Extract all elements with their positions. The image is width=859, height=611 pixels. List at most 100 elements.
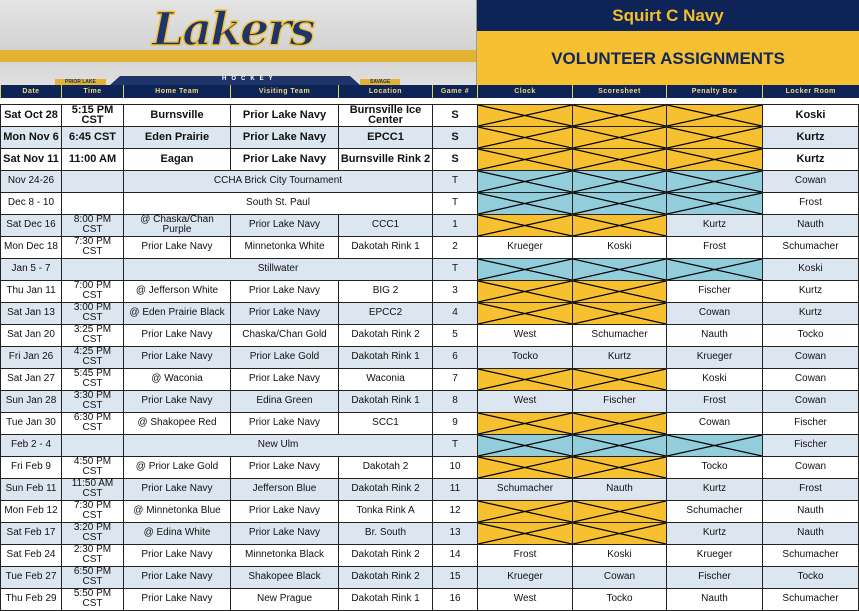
locker-room-cell: Tocko (762, 565, 859, 589)
time-cell: 7:00 PM CST (61, 279, 124, 303)
table-row: Nov 24-26 CCHA Brick City Tournament T Cowa… (0, 169, 859, 193)
home-team-cell: @ Eden Prairie Black (123, 301, 231, 325)
locker-room-cell: Cowan (762, 345, 859, 369)
blocked-cell (477, 521, 573, 545)
visiting-team-cell: New Prague (230, 587, 339, 611)
game-number-cell: T (432, 433, 478, 457)
cross-out-mark (573, 193, 666, 214)
time-cell: 3:20 PM CST (61, 521, 124, 545)
cross-out-mark (478, 127, 572, 148)
location-cell: EPCC2 (338, 301, 433, 325)
visiting-team-cell: Prior Lake Navy (230, 521, 339, 545)
blocked-cell (477, 433, 573, 457)
date-cell: Sun Feb 11 (0, 477, 62, 501)
locker-room-cell: Schumacher (762, 543, 859, 567)
home-team-cell: @ Shakopee Red (123, 411, 231, 435)
time-cell: 4:25 PM CST (61, 345, 124, 369)
event-cell: Stillwater (123, 257, 433, 281)
blocked-cell (666, 169, 763, 193)
game-number-cell: S (432, 125, 478, 149)
time-cell (61, 191, 124, 215)
column-header: Clock (477, 85, 573, 98)
blocked-cell (666, 257, 763, 281)
cross-out-mark (478, 523, 572, 544)
visiting-team-cell: Jefferson Blue (230, 477, 339, 501)
penalty-box-cell: Krueger (666, 345, 763, 369)
visiting-team-cell: Prior Lake Navy (230, 367, 339, 391)
blocked-cell (572, 279, 667, 303)
cross-out-mark (573, 259, 666, 280)
cross-out-mark (573, 413, 666, 434)
location-cell: EPCC1 (338, 125, 433, 149)
game-number-cell: 4 (432, 301, 478, 325)
right-town-label: SAVAGE (360, 79, 401, 85)
table-row: Sat Nov 11 11:00 AM Eagan Prior Lake Navy Bu… (0, 147, 859, 171)
time-cell: 6:45 CST (61, 125, 124, 149)
cross-out-mark (573, 105, 666, 126)
game-number-cell: 11 (432, 477, 478, 501)
cross-out-mark (573, 303, 666, 324)
cross-out-mark (478, 105, 572, 126)
scoresheet-cell: Cowan (572, 565, 667, 589)
scoresheet-cell: Koski (572, 235, 667, 259)
locker-room-cell: Koski (762, 257, 859, 281)
column-header: Time (61, 85, 124, 98)
game-number-cell: 13 (432, 521, 478, 545)
blocked-cell (666, 125, 763, 149)
cross-out-mark (478, 369, 572, 390)
home-team-cell: Prior Lake Navy (123, 345, 231, 369)
clock-cell: Frost (477, 543, 573, 567)
penalty-box-cell: Koski (666, 367, 763, 391)
locker-room-cell: Frost (762, 191, 859, 215)
location-cell: Dakotah Rink 2 (338, 565, 433, 589)
hockey-wordmark: HOCKEY (222, 76, 278, 82)
game-number-cell: 2 (432, 235, 478, 259)
time-cell (61, 433, 124, 457)
home-team-cell: Prior Lake Navy (123, 565, 231, 589)
locker-room-cell: Cowan (762, 367, 859, 391)
home-team-cell: @ Edina White (123, 521, 231, 545)
cross-out-mark (667, 193, 762, 214)
blocked-cell (666, 103, 763, 127)
visiting-team-cell: Prior Lake Gold (230, 345, 339, 369)
column-header: Penalty Box (666, 85, 763, 98)
cross-out-mark (667, 105, 762, 126)
clock-cell: Krueger (477, 235, 573, 259)
locker-room-cell: Kurtz (762, 301, 859, 325)
date-cell: Mon Feb 12 (0, 499, 62, 523)
time-cell: 5:45 PM CST (61, 367, 124, 391)
banner-bar (110, 76, 360, 85)
game-number-cell: S (432, 103, 478, 127)
time-cell: 5:50 PM CST (61, 587, 124, 611)
table-row: Tue Feb 27 6:50 PM CST Prior Lake Navy Shak… (0, 565, 859, 589)
time-cell: 11:00 AM (61, 147, 124, 171)
blocked-cell (572, 433, 667, 457)
location-cell: Dakotah Rink 1 (338, 235, 433, 259)
game-number-cell: S (432, 147, 478, 171)
date-cell: Tue Jan 30 (0, 411, 62, 435)
cross-out-mark (573, 501, 666, 522)
visiting-team-cell: Prior Lake Navy (230, 455, 339, 479)
locker-room-cell: Frost (762, 477, 859, 501)
cross-out-mark (573, 171, 666, 192)
penalty-box-cell: Tocko (666, 455, 763, 479)
blocked-cell (477, 125, 573, 149)
home-team-cell: Prior Lake Navy (123, 235, 231, 259)
penalty-box-cell: Cowan (666, 411, 763, 435)
scoresheet-cell: Fischer (572, 389, 667, 413)
header-row: Date Time Home Team Visiting Team Location Ga… (0, 85, 859, 98)
table-row: Sat Feb 24 2:30 PM CST Prior Lake Navy Minn… (0, 543, 859, 567)
locker-room-cell: Kurtz (762, 125, 859, 149)
penalty-box-cell: Schumacher (666, 499, 763, 523)
time-cell (61, 257, 124, 281)
date-cell: Sat Oct 28 (0, 103, 62, 127)
locker-room-cell: Nauth (762, 213, 859, 237)
game-number-cell: 8 (432, 389, 478, 413)
scoresheet-cell: Tocko (572, 587, 667, 611)
location-cell: Dakotah Rink 2 (338, 543, 433, 567)
penalty-box-cell: Fischer (666, 565, 763, 589)
clock-cell: West (477, 389, 573, 413)
location-cell: Dakotah Rink 1 (338, 389, 433, 413)
location-cell: Burnsville Rink 2 (338, 147, 433, 171)
location-cell: Tonka Rink A (338, 499, 433, 523)
